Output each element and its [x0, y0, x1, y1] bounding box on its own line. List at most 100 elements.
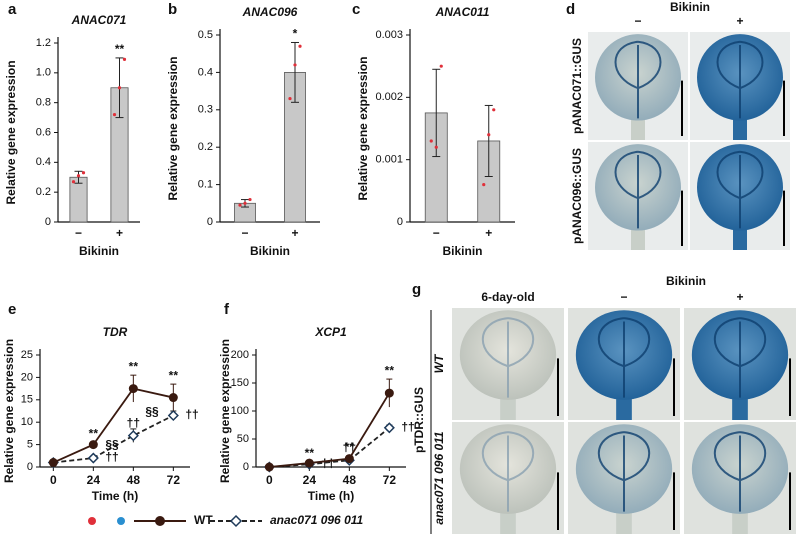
x-axis-label: Bikinin: [79, 244, 119, 258]
vein: [614, 150, 662, 229]
significance: §§: [105, 437, 119, 451]
marker: [167, 409, 179, 422]
marker: [87, 452, 99, 464]
y-tick-label: 0: [243, 461, 249, 473]
vein: [614, 40, 662, 119]
panel-label: e: [8, 301, 16, 318]
significance: **: [129, 359, 139, 373]
replicate-point: [439, 64, 443, 68]
y-axis-label: Relative gene expression: [218, 339, 232, 483]
y-axis-label: Relative gene expression: [4, 60, 18, 204]
marker: [128, 384, 138, 394]
legend-marker: [229, 514, 243, 528]
header: Bikinin: [666, 274, 706, 288]
replicate-point: [293, 63, 297, 67]
y-tick-label: 100: [231, 405, 249, 417]
y-tick-label: 10: [21, 416, 33, 428]
marker: [384, 388, 394, 398]
significance: ††: [343, 440, 356, 454]
chart-title: ANAC071: [71, 13, 127, 27]
panel-label: a: [8, 1, 17, 18]
panel-label: g: [412, 281, 421, 298]
chart-title: ANAC096: [242, 5, 298, 19]
replicate-point: [122, 57, 127, 62]
replicate-point: [492, 108, 496, 112]
y-tick-label: 25: [21, 349, 33, 361]
panel-label: d: [566, 1, 575, 18]
vein: [598, 317, 650, 398]
y-tick-label: 0: [207, 216, 213, 228]
significance: **: [385, 363, 395, 377]
marker: [88, 440, 98, 450]
y-tick-label: 200: [231, 349, 249, 361]
replicate-point: [487, 133, 491, 137]
marker: [383, 422, 395, 434]
legend-marker: [155, 516, 165, 526]
vein: [482, 431, 534, 512]
replicate-point: [434, 145, 438, 149]
x-tick-label: 0: [266, 473, 273, 487]
bar: [69, 176, 88, 223]
marker: [127, 430, 139, 442]
replicate-point: [482, 183, 486, 187]
y-tick-label: 50: [237, 433, 249, 445]
significance: ††: [105, 450, 118, 464]
photo: [684, 308, 796, 420]
y-tick-label: 1.0: [36, 67, 51, 79]
photo: [684, 422, 796, 534]
vein: [714, 431, 766, 512]
y-tick-label: 0.6: [36, 126, 51, 138]
y-tick-label: 0.2: [36, 186, 51, 198]
photo: [568, 308, 680, 420]
replicate-point: [81, 171, 86, 175]
group-label: pTDR::GUS: [412, 387, 426, 453]
replicate-point: [117, 86, 122, 90]
y-tick-label: 0.003: [375, 29, 403, 41]
legend-dot: [88, 517, 96, 525]
y-tick-label: 0.5: [198, 29, 213, 41]
photo: [588, 32, 688, 140]
column-label: 6-day-old: [481, 290, 534, 304]
x-tick-label: 72: [383, 473, 397, 487]
x-axis-label: Bikinin: [250, 244, 290, 258]
y-tick-label: 0.4: [36, 156, 51, 168]
vein: [716, 40, 764, 119]
column-label: −: [634, 14, 641, 28]
x-tick-label: 24: [303, 473, 317, 487]
x-tick-label: −: [241, 226, 248, 240]
x-tick-label: 72: [167, 473, 181, 487]
replicate-point: [238, 203, 242, 207]
y-tick-label: 5: [27, 439, 33, 451]
legend-label: WT: [194, 513, 213, 527]
series-line: [269, 392, 391, 468]
significance: §§: [145, 404, 159, 418]
x-axis-label: Time (h): [92, 489, 138, 503]
row-label: pANAC096::GUS: [570, 148, 584, 244]
vein: [714, 317, 766, 398]
panel-label: f: [224, 301, 230, 318]
significance: ††: [185, 408, 198, 422]
row-label: pANAC071::GUS: [570, 38, 584, 134]
y-axis-label: Relative gene expression: [356, 56, 370, 200]
column-label: +: [736, 14, 743, 28]
panel-label: b: [168, 1, 177, 18]
replicate-point: [248, 197, 252, 202]
x-tick-label: 48: [343, 473, 357, 487]
replicate-point: [288, 96, 292, 101]
chart-title: ANAC011: [435, 5, 490, 19]
vein: [716, 150, 764, 229]
photo: [568, 422, 680, 534]
vein: [482, 317, 534, 398]
significance: *: [293, 27, 298, 41]
y-tick-label: 0: [27, 461, 33, 473]
header: Bikinin: [670, 0, 710, 14]
marker: [264, 462, 274, 472]
y-tick-label: 0.2: [198, 141, 213, 153]
significance: **: [305, 446, 315, 460]
marker: [48, 458, 58, 468]
replicate-point: [71, 180, 76, 184]
photo: [690, 32, 790, 140]
y-tick-label: 0.1: [198, 179, 213, 191]
y-tick-label: 0.4: [198, 66, 213, 78]
